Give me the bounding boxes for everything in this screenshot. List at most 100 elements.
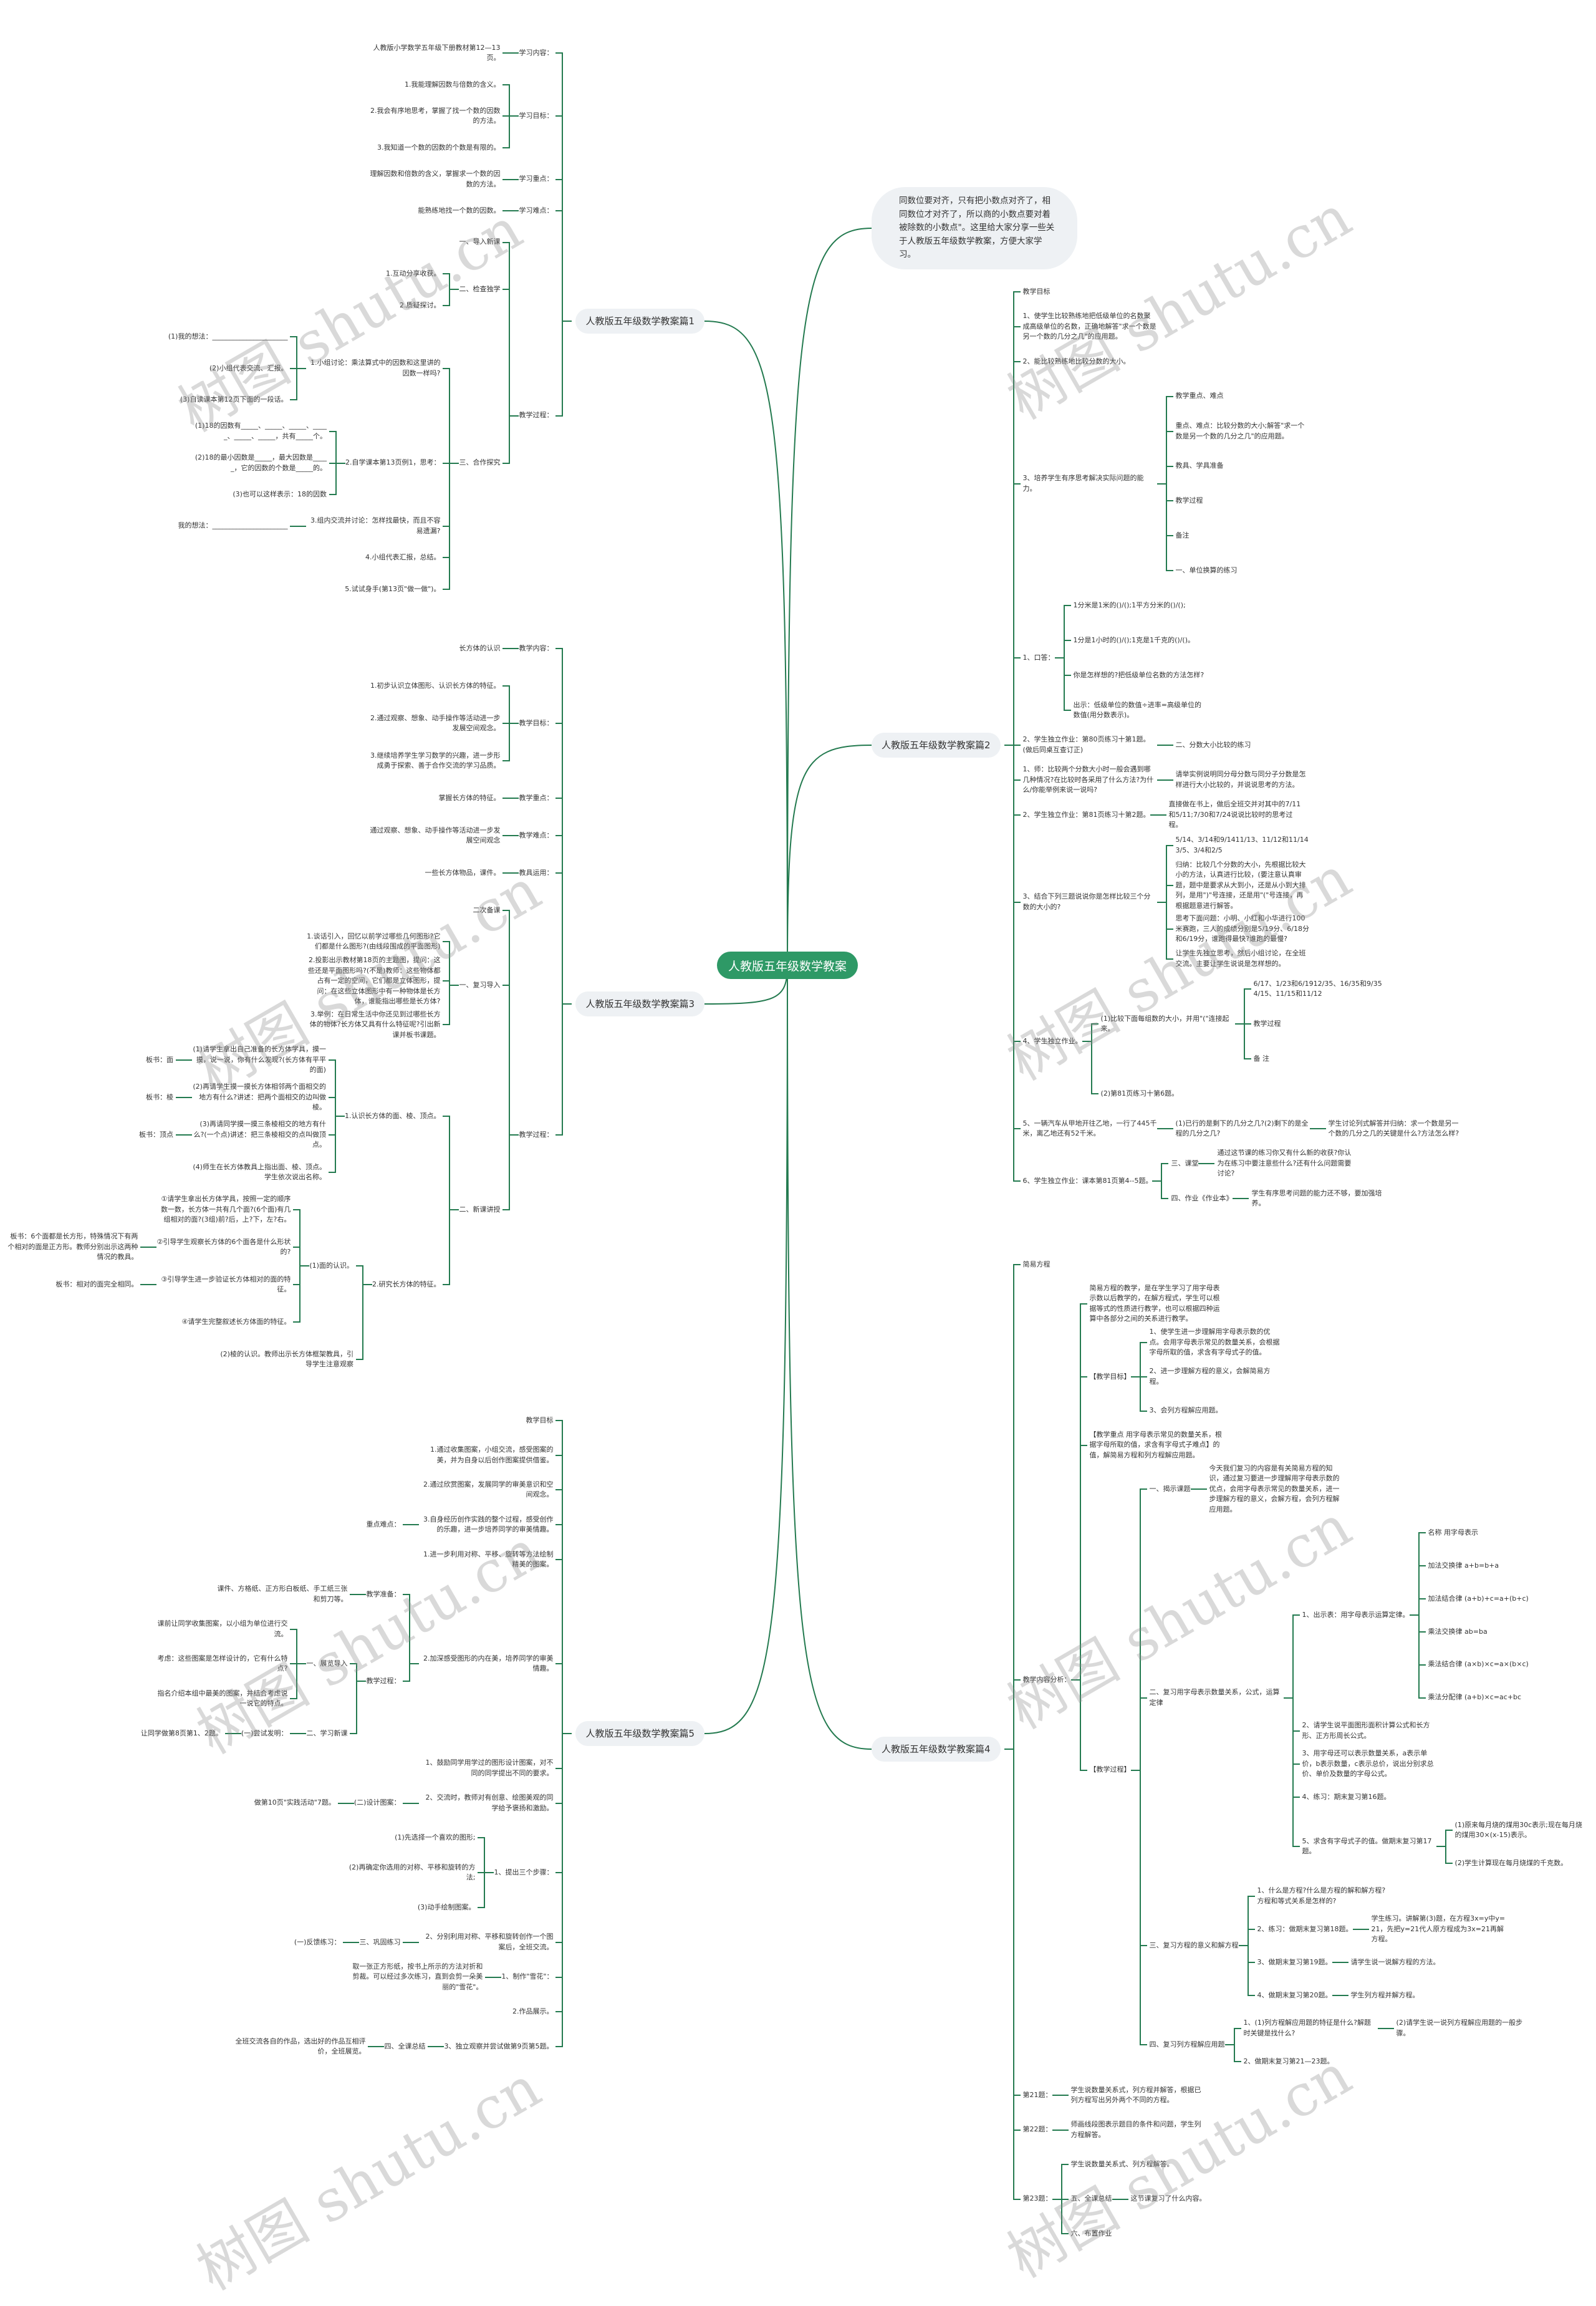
node-label[interactable]: 2、做期末复习第21—23题。 xyxy=(1243,2057,1334,2065)
node-label[interactable]: 2.加深感受图形的内在美，培养同学的审美情趣。 xyxy=(423,1654,554,1673)
node-label[interactable]: 第21题： xyxy=(1022,2090,1052,2099)
node-label[interactable]: 四、作业《作业本》 xyxy=(1171,1194,1233,1202)
node-label[interactable]: 学生说数量关系式、列方程解答。 xyxy=(1070,2159,1174,2168)
node-label[interactable]: 2.通过观察、想象、动手操作等活动进一步发展空间观念。 xyxy=(370,713,501,733)
node-label[interactable]: 师画线段图表示题目的条件和问题，学生列方程解答。 xyxy=(1070,2120,1201,2139)
node-label[interactable]: 2、请学生说平面图形面积计算公式和长方形、正方形周长公式。 xyxy=(1302,1721,1430,1740)
node-label[interactable]: 教学内容： xyxy=(519,644,554,652)
node-label[interactable]: (1)比较下面每组数的大小，并用"("连接起来。 xyxy=(1100,1014,1229,1033)
node-label[interactable]: 一、揭示课题 xyxy=(1149,1484,1191,1493)
node-label[interactable]: (一)尝试发明： xyxy=(241,1729,288,1737)
node-label[interactable]: (2)再请学生摸一摸长方体相邻两个面相交的地方有什么?讲述：把两个面相交的边叫做… xyxy=(193,1083,326,1112)
node-label[interactable]: 出示：低级单位的数值÷进率=高级单位的数值(用分数表示)。 xyxy=(1073,700,1201,720)
node-label[interactable]: 一、复习导入 xyxy=(459,980,501,989)
node-label[interactable]: 加法结合律 (a+b)+c=a+(b+c) xyxy=(1428,1594,1529,1603)
node-label[interactable]: 二、检查独学 xyxy=(459,285,501,294)
node-label[interactable]: (2)第81页练习十第6题。 xyxy=(1100,1089,1179,1098)
node-label[interactable]: 教具运用： xyxy=(519,868,554,877)
node-label[interactable]: ②引导学生观察长方体的6个面各是什么形状的? xyxy=(156,1237,291,1257)
node-label[interactable]: ④请学生完整叙述长方体面的特征。 xyxy=(181,1317,291,1326)
node-label[interactable]: 学生讨论列式解答并归纳：求一个数是另一个数的几分之几的关键是什么?方法怎么样? xyxy=(1328,1119,1459,1138)
node-label[interactable]: (2)棱的认识。教师出示长方体框架教具，引导学生注意观察 xyxy=(220,1349,353,1369)
branch-title[interactable]: 人教版五年级数学教案篇4 xyxy=(872,1736,1001,1762)
node-label[interactable]: 板书：顶点 xyxy=(138,1130,173,1139)
node-label[interactable]: 3.举例：在日常生活中你还见到过哪些长方体的物体?长方体又具有什么特征呢?引出新… xyxy=(309,1010,441,1039)
node-label[interactable]: 取一张正方形纸，按书上所示的方法对折和剪裁。可以经过多次练习，直到会剪一朵美丽的… xyxy=(352,1962,483,1991)
node-label[interactable]: 1、师：比较两个分数大小时一般会遇到哪几种情况?在比较时各采用了什么方法?为什么… xyxy=(1022,765,1154,794)
branch-title[interactable]: 人教版五年级数学教案篇2 xyxy=(872,732,1001,758)
node-label[interactable]: 一、导入新课 xyxy=(459,238,501,246)
node-label[interactable]: 2、分别利用对称、平移和旋转创作一个图案后，全班交流。 xyxy=(425,1932,554,1951)
node-label[interactable]: (2)学生计算现在每月烧煤的千克数。 xyxy=(1454,1858,1568,1867)
node-label[interactable]: 教学难点： xyxy=(519,831,554,839)
node-label[interactable]: 理解因数和倍数的含义，掌握求一个数的因数的方法。 xyxy=(370,170,501,188)
node-label[interactable]: 直接做在书上，做后全班交并对其中的7/11和5/11;7/30和7/24说说比较… xyxy=(1168,800,1301,829)
node-label[interactable]: 2、练习：做期末复习第18题。 xyxy=(1257,1924,1353,1933)
node-label[interactable]: (2)请学生说一说列方程解应用题的一般步骤。 xyxy=(1396,2019,1523,2037)
node-label[interactable]: (1)我的想法：______________________ xyxy=(168,332,288,341)
node-label[interactable]: 教学重点、难点 xyxy=(1175,392,1224,400)
node-label[interactable]: (4)师生在长方体教具上指出面、棱、顶点。学生依次说出名称。 xyxy=(193,1162,326,1182)
node-label[interactable]: 三、合作探究 xyxy=(459,458,501,467)
node-label[interactable]: 【教学过程】 xyxy=(1089,1765,1131,1774)
node-label[interactable]: 一些长方体物品，课件。 xyxy=(425,868,501,877)
node-label[interactable]: 2、交流时，教师对有创意、绘图美观的同学给予褒扬和激励。 xyxy=(425,1793,554,1812)
node-label[interactable]: 6/17、1/23和6/1912/35、16/35和9/354/15、11/15… xyxy=(1253,979,1382,998)
node-label[interactable]: 二、学习新课 xyxy=(306,1729,348,1737)
node-label[interactable]: 3、独立观察并尝试做第9页第5题。 xyxy=(444,2042,554,2050)
node-label[interactable]: 备注 xyxy=(1175,531,1190,540)
node-label[interactable]: 1、制作"雪花"： xyxy=(501,1972,554,1981)
node-label[interactable]: 教学过程 xyxy=(1253,1020,1281,1028)
node-label[interactable]: 请学生说一说解方程的方法。 xyxy=(1350,1957,1440,1966)
node-label[interactable]: 教学过程： xyxy=(519,1130,554,1139)
node-label[interactable]: 二、新课讲授 xyxy=(459,1205,501,1213)
node-label[interactable]: 一、单位换算的练习 xyxy=(1175,566,1238,575)
node-label[interactable]: 第22题： xyxy=(1022,2125,1052,2134)
node-label[interactable]: 考虑：这些图案是怎样设计的，它有什么特点? xyxy=(157,1654,288,1673)
node-label[interactable]: 这节课复习了什么内容。 xyxy=(1130,2194,1206,2203)
node-label[interactable]: 6、学生独立作业：课本第81页第4--5题。 xyxy=(1022,1176,1153,1185)
node-label[interactable]: 1分米是1米的()/();1平方分米的()/(); xyxy=(1073,601,1186,610)
node-label[interactable]: 1.通过收集图案，小组交流，感受图案的美，并为自身以后创作图案提供借鉴。 xyxy=(430,1445,554,1464)
node-label[interactable]: 简易方程 xyxy=(1022,1260,1050,1268)
node-label[interactable]: 4.小组代表汇报，总结。 xyxy=(365,552,441,561)
node-label[interactable]: (1)面的认识。 xyxy=(309,1261,353,1270)
node-label[interactable]: 三、巩固练习 xyxy=(359,1937,401,1946)
node-label[interactable]: 1、出示表：用字母表示运算定律。 xyxy=(1302,1611,1410,1619)
node-label[interactable]: 重点、难点：比较分数的大小;解答"求一个数是另一个数的几分之几"的应用题。 xyxy=(1175,422,1305,440)
node-label[interactable]: 教学目标 xyxy=(1022,287,1050,296)
node-label[interactable]: 2.研究长方体的特征。 xyxy=(372,1280,441,1288)
node-label[interactable]: 教学准备： xyxy=(366,1590,401,1598)
node-label[interactable]: 乘法分配律 (a+b)×c=ac+bc xyxy=(1428,1693,1522,1702)
node-label[interactable]: 教学目标 xyxy=(526,1416,554,1424)
node-label[interactable]: 教具、学具准备 xyxy=(1175,461,1224,470)
node-label[interactable]: (3)再请同学摸一摸三条棱相交的地方有什么?(一个点)讲述：把三条棱相交的点叫做… xyxy=(193,1120,326,1149)
node-label[interactable]: 加法交换律 a+b=b+a xyxy=(1428,1561,1499,1570)
node-label[interactable]: 二、分数大小比较的练习 xyxy=(1175,740,1251,749)
node-label[interactable]: 教学重点： xyxy=(519,793,554,802)
node-label[interactable]: 2、进一步理解方程的意义，会解简易方程。 xyxy=(1149,1367,1271,1386)
node-label[interactable]: (2)小组代表交流、汇报。 xyxy=(209,364,288,372)
node-label[interactable]: 2.我会有序地思考，掌握了找一个数的因数的方法。 xyxy=(370,106,501,125)
node-label[interactable]: 乘法结合律 (a×b)×c=a×(b×c) xyxy=(1428,1660,1529,1669)
node-label[interactable]: 【教学目标】 xyxy=(1089,1372,1131,1381)
node-label[interactable]: 2.投影出示教材第18页的主题图，提问：这些还是平面图形吗?(不是)教师：这些物… xyxy=(308,956,441,1005)
node-label[interactable]: 教学目标： xyxy=(519,718,554,727)
node-label[interactable]: 课件、方格纸、正方形白板纸、手工纸三张和剪刀等。 xyxy=(217,1585,348,1603)
node-label[interactable]: 1.互动分享收获。 xyxy=(385,269,441,277)
node-label[interactable]: 能熟练地找一个数的因数。 xyxy=(418,206,501,215)
node-label[interactable]: ③引导学生进一步验证长方体相对的面的特征。 xyxy=(161,1275,291,1294)
node-label[interactable]: 教学过程： xyxy=(519,411,554,420)
node-label[interactable]: 2、学生独立作业：第81页练习十第2题。 xyxy=(1022,810,1150,819)
node-label[interactable]: 让同学做第8页第1、2题。 xyxy=(140,1729,223,1737)
node-label[interactable]: 3、用字母还可以表示数量关系，a表示单价，b表示数量，c表示总价，说出分别求总价… xyxy=(1302,1749,1434,1778)
node-label[interactable]: 4、做期末复习第20题。 xyxy=(1257,1990,1332,1999)
node-label[interactable]: 学习内容： xyxy=(519,49,554,57)
node-label[interactable]: 2.质疑探讨。 xyxy=(399,301,441,309)
node-label[interactable]: (1)原来每月烧的煤用30c表示;现在每月烧的煤用30×(x-15)表示。 xyxy=(1454,1820,1582,1840)
node-label[interactable]: 全班交流各自的作品，选出好的作品互相评价，全班展览。 xyxy=(235,2037,366,2056)
node-label[interactable]: 5、一辆汽车从甲地开往乙地，一行了445千米，离乙地还有52千米。 xyxy=(1022,1119,1157,1138)
node-label[interactable]: 六、布置作业 xyxy=(1070,2229,1112,2237)
node-label[interactable]: 通过这节课的练习你又有什么新的收获?你认为在练习中要注意些什么?还有什么问题需要… xyxy=(1217,1149,1352,1178)
node-label[interactable]: 1、口答： xyxy=(1022,653,1055,662)
